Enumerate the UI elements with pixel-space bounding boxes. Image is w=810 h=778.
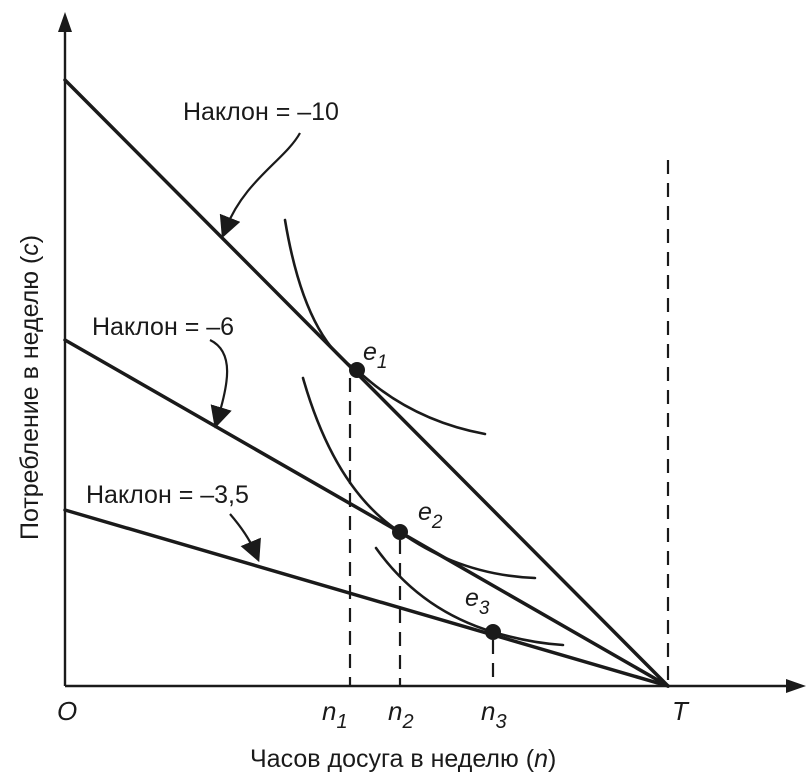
pointer-arrow-3-5 <box>229 513 261 563</box>
point-label-e3: e3 <box>465 584 490 619</box>
x-axis-arrow <box>786 679 806 693</box>
indifference-curve-3 <box>374 546 565 647</box>
origin-label: O <box>57 696 77 726</box>
point-e1 <box>349 362 365 378</box>
tick-label-n1: n1 <box>322 696 348 733</box>
point-label-e1: e1 <box>363 338 387 373</box>
point-label-e2: e2 <box>418 498 443 533</box>
indifference-curve-2 <box>301 376 537 580</box>
tick-label-t: T <box>672 696 690 726</box>
slope-label-3-5: Наклон = –3,5 <box>86 481 249 509</box>
slope-label-6: Наклон = –6 <box>92 313 234 341</box>
budget-line-slope-3-5 <box>63 508 670 688</box>
budget-line-slope-6 <box>63 338 670 688</box>
x-axis-title: Часов досуга в неделю (n) <box>250 745 556 773</box>
y-axis-title: Потребление в неделю (c) <box>16 235 44 540</box>
tick-label-n3: n3 <box>481 696 507 733</box>
pointer-arrow-6 <box>209 339 232 429</box>
point-e3 <box>485 624 501 640</box>
y-axis-arrow <box>58 12 72 32</box>
point-e2 <box>392 524 408 540</box>
slope-label-10: Наклон = –10 <box>183 98 339 126</box>
budget-line-slope-10 <box>63 78 670 688</box>
tick-label-n2: n2 <box>388 696 414 733</box>
pointer-arrow-10 <box>219 132 301 239</box>
